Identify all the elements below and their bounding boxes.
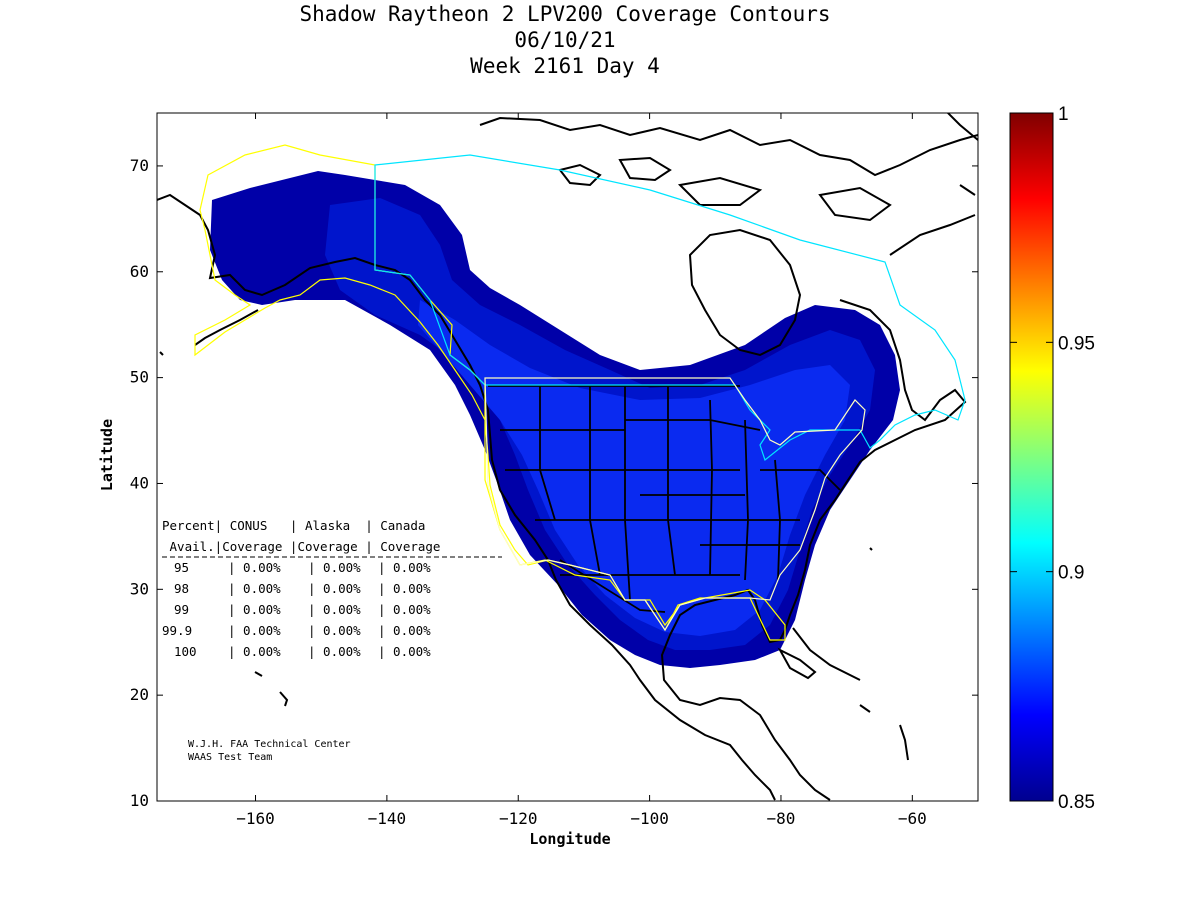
table-cell-canada: | 0.00%	[378, 602, 431, 617]
table-header-2: Avail.|Coverage |Coverage | Coverage	[162, 539, 440, 554]
table-cell-conus: | 0.00%	[228, 581, 281, 596]
conus-boundary	[484, 377, 866, 632]
x-axis: −160 −140 −120 −100 −80 −60	[236, 113, 927, 828]
y-axis: 10 20 30 40 50 60 70	[130, 156, 978, 810]
table-cell-conus: | 0.00%	[228, 644, 281, 659]
chart-title-line2: 06/10/21	[514, 28, 616, 52]
y-tick-label: 50	[130, 368, 149, 387]
table-cell-conus: | 0.00%	[228, 560, 281, 575]
y-tick-label: 20	[130, 685, 149, 704]
x-tick-label: −160	[236, 809, 275, 828]
y-tick-label: 40	[130, 473, 149, 492]
x-tick-label: −60	[898, 809, 927, 828]
table-cell-alaska: | 0.00%	[308, 644, 361, 659]
table-cell-alaska: | 0.00%	[308, 581, 361, 596]
credit-line2: WAAS Test Team	[188, 752, 272, 763]
x-tick-label: −120	[499, 809, 538, 828]
x-axis-title: Longitude	[529, 830, 610, 848]
coverage-bright-region	[418, 300, 850, 636]
colorbar-tick-label: 1	[1058, 104, 1069, 125]
table-cell-avail: 99	[174, 602, 189, 617]
y-tick-label: 10	[130, 791, 149, 810]
table-cell-conus: | 0.00%	[228, 623, 281, 638]
colorbar-ticks: 1 0.95 0.9 0.85	[1010, 104, 1095, 813]
colorbar-tick-label: 0.9	[1058, 563, 1084, 584]
plot-frame	[156, 112, 979, 802]
y-tick-label: 60	[130, 262, 149, 281]
x-tick-label: −80	[767, 809, 796, 828]
colorbar-tick-label: 0.85	[1058, 792, 1095, 813]
table-cell-alaska: | 0.00%	[308, 602, 361, 617]
colorbar	[1009, 112, 1054, 802]
table-header-1: Percent| CONUS | Alaska | Canada	[162, 518, 425, 533]
table-cell-canada: | 0.00%	[378, 623, 431, 638]
chart-title-line3: Week 2161 Day 4	[470, 54, 660, 78]
credit-line1: W.J.H. FAA Technical Center	[188, 739, 351, 750]
table-cell-canada: | 0.00%	[378, 560, 431, 575]
table-cell-canada: | 0.00%	[378, 581, 431, 596]
chart-title-line1: Shadow Raytheon 2 LPV200 Coverage Contou…	[299, 2, 831, 26]
coverage-table: Percent| CONUS | Alaska | Canada Avail.|…	[162, 518, 502, 659]
table-cell-conus: | 0.00%	[228, 602, 281, 617]
y-tick-label: 30	[130, 579, 149, 598]
y-tick-label: 70	[130, 156, 149, 175]
x-tick-label: −100	[630, 809, 669, 828]
table-cell-avail: 95	[174, 560, 189, 575]
table-cell-avail: 98	[174, 581, 189, 596]
table-cell-avail: 99.9	[162, 623, 192, 638]
y-axis-title: Latitude	[98, 419, 116, 491]
canada-boundary	[374, 154, 966, 462]
table-cell-alaska: | 0.00%	[308, 623, 361, 638]
colorbar-tick-label: 0.95	[1058, 333, 1095, 354]
x-tick-label: −140	[368, 809, 407, 828]
table-cell-alaska: | 0.00%	[308, 560, 361, 575]
table-cell-canada: | 0.00%	[378, 644, 431, 659]
table-cell-avail: 100	[174, 644, 197, 659]
